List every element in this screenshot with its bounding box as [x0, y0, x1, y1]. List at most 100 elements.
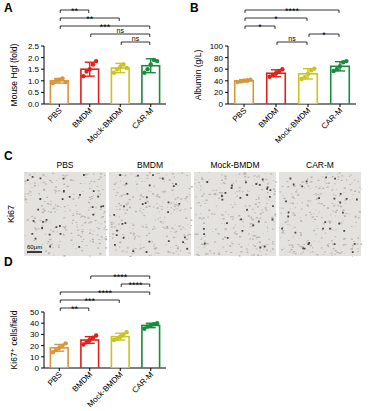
- micrograph-bg: [279, 172, 361, 256]
- error-bar: [85, 62, 95, 76]
- x-tick-label: CAR-M: [320, 106, 345, 131]
- significance: *: [245, 22, 275, 32]
- significance: **: [60, 14, 119, 24]
- point: [344, 59, 348, 63]
- y-tick: [41, 80, 44, 81]
- x-tick-label: Mock-BMDM: [273, 106, 312, 145]
- point: [248, 77, 252, 81]
- x-tick: [150, 104, 151, 107]
- y-tick: [41, 345, 44, 346]
- bar: [111, 68, 129, 104]
- point: [149, 62, 153, 66]
- x-tick: [120, 104, 121, 107]
- y-tick: [41, 356, 44, 357]
- significance-label: ****: [128, 280, 143, 290]
- point: [142, 70, 146, 74]
- bar: [111, 337, 129, 368]
- x-tick: [89, 104, 90, 107]
- micrograph-bg: [194, 172, 276, 256]
- point: [112, 70, 116, 74]
- x-tick-label: PBS: [231, 106, 249, 124]
- error-bar: [303, 69, 313, 79]
- significance-label: ns: [288, 35, 296, 42]
- y-tick: [41, 312, 44, 313]
- point: [306, 72, 310, 76]
- x-tick-label: BMDM: [71, 370, 95, 394]
- y-tick-label: 2.0: [28, 54, 40, 63]
- significance: ns: [277, 35, 307, 45]
- scale-bar: [27, 251, 42, 253]
- point: [88, 67, 92, 71]
- y-axis-label: Ki67⁺ cells/field: [9, 310, 19, 369]
- bar: [81, 340, 99, 368]
- point: [124, 330, 128, 334]
- significance: ****: [91, 272, 150, 282]
- bar: [235, 81, 254, 104]
- y-tick-label: 80: [214, 54, 223, 63]
- significance-label: ****: [285, 6, 300, 16]
- significance-label: **: [71, 304, 79, 314]
- significance-label: **: [86, 14, 94, 24]
- x-tick-label: CAR-M: [130, 106, 155, 131]
- bar: [50, 348, 68, 368]
- y-tick-label: 1.0: [28, 77, 40, 86]
- significance: **: [60, 6, 89, 16]
- image-title: PBS: [56, 160, 73, 170]
- y-tick-label: 60: [214, 65, 223, 74]
- panel-label: D: [4, 255, 13, 269]
- y-tick-label: 100: [210, 42, 224, 51]
- nuclei: [203, 179, 274, 249]
- tissue-texture: [279, 172, 362, 256]
- error-cap: [85, 75, 95, 76]
- point: [155, 59, 159, 63]
- micrograph: [279, 172, 362, 257]
- point: [303, 75, 307, 79]
- plot-area: [50, 58, 159, 104]
- significance-label: *: [322, 30, 326, 40]
- y-tick: [41, 46, 44, 47]
- y-tick: [41, 57, 44, 58]
- y-tick-label: 1.5: [28, 65, 40, 74]
- y-tick-label: 50: [30, 308, 39, 317]
- y-tick: [225, 92, 228, 93]
- point: [94, 333, 98, 337]
- y-tick-label: 0: [35, 364, 40, 373]
- x-tick-label: PBS: [46, 370, 64, 388]
- x-tick-label: CAR-M: [130, 370, 155, 395]
- x-tick: [59, 368, 60, 371]
- point: [60, 76, 64, 80]
- y-tick-label: 30: [30, 330, 39, 339]
- row-label: Ki67: [6, 205, 16, 223]
- y-axis-label: Albumin (g/L): [193, 50, 203, 101]
- y-tick: [225, 80, 228, 81]
- bar: [267, 73, 286, 104]
- y-axis-label: Mouse Hgf (fold): [9, 43, 19, 106]
- y-tick: [225, 104, 228, 105]
- bar-chart: 01020304050Ki67⁺ cells/fieldPBSBMDMMock-…: [9, 272, 166, 409]
- x-tick: [59, 104, 60, 107]
- y-axis: [44, 46, 45, 104]
- y-tick: [41, 69, 44, 70]
- y-tick: [41, 323, 44, 324]
- x-tick: [244, 104, 245, 107]
- point: [63, 80, 67, 84]
- y-tick: [41, 334, 44, 335]
- x-tick-label: BMDM: [71, 106, 95, 130]
- bar-chart: 020406080100Albumin (g/L)PBSBMDMMock-BMD…: [193, 6, 356, 145]
- tissue-texture: [194, 172, 277, 256]
- significance: ***: [60, 22, 150, 32]
- significance-label: ****: [113, 272, 128, 282]
- y-tick: [225, 69, 228, 70]
- significance-label: **: [71, 6, 79, 16]
- y-tick-label: 0.0: [28, 100, 40, 109]
- significance-label: ***: [100, 22, 111, 32]
- micrograph-row: Ki67PBSBMDMMock-BMDMCAR-M60μm: [6, 160, 362, 257]
- x-tick: [150, 368, 151, 371]
- x-tick: [89, 368, 90, 371]
- point: [145, 67, 149, 71]
- y-tick: [41, 368, 44, 369]
- point: [338, 64, 342, 68]
- point: [63, 341, 67, 345]
- image-title: CAR-M: [306, 160, 334, 170]
- bar-chart: 0.00.51.01.52.02.5Mouse Hgf (fold)PBSBMD…: [9, 6, 166, 145]
